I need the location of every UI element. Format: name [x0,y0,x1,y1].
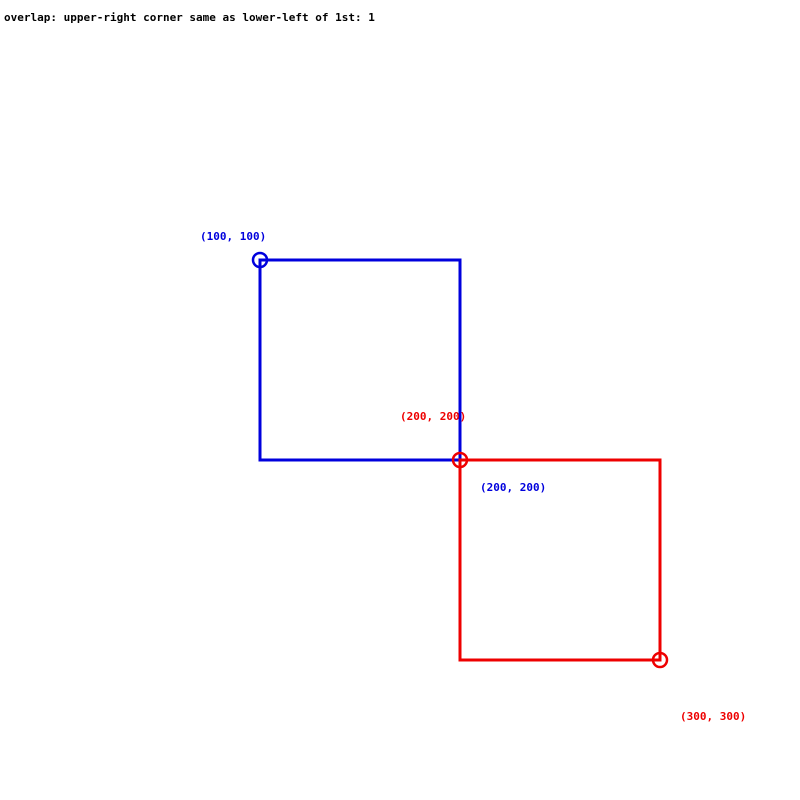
second-rectangle-start-marker [451,451,469,469]
second-rectangle [458,458,662,662]
first-rectangle-start-marker [251,251,269,269]
second-rectangle-start-label: (200, 200) [400,410,466,423]
diagram-caption: overlap: upper-right corner same as lowe… [4,11,375,24]
first-rectangle [258,258,462,462]
second-rectangle-end-label: (300, 300) [680,710,746,723]
first-rectangle-start-label: (100, 100) [200,230,266,243]
second-rectangle-group: (200, 200) (300, 300) [400,410,746,723]
second-rectangle-end-marker [651,651,669,669]
first-rectangle-end-label: (200, 200) [480,481,546,494]
first-rectangle-group: (100, 100) (200, 200) [200,230,546,494]
